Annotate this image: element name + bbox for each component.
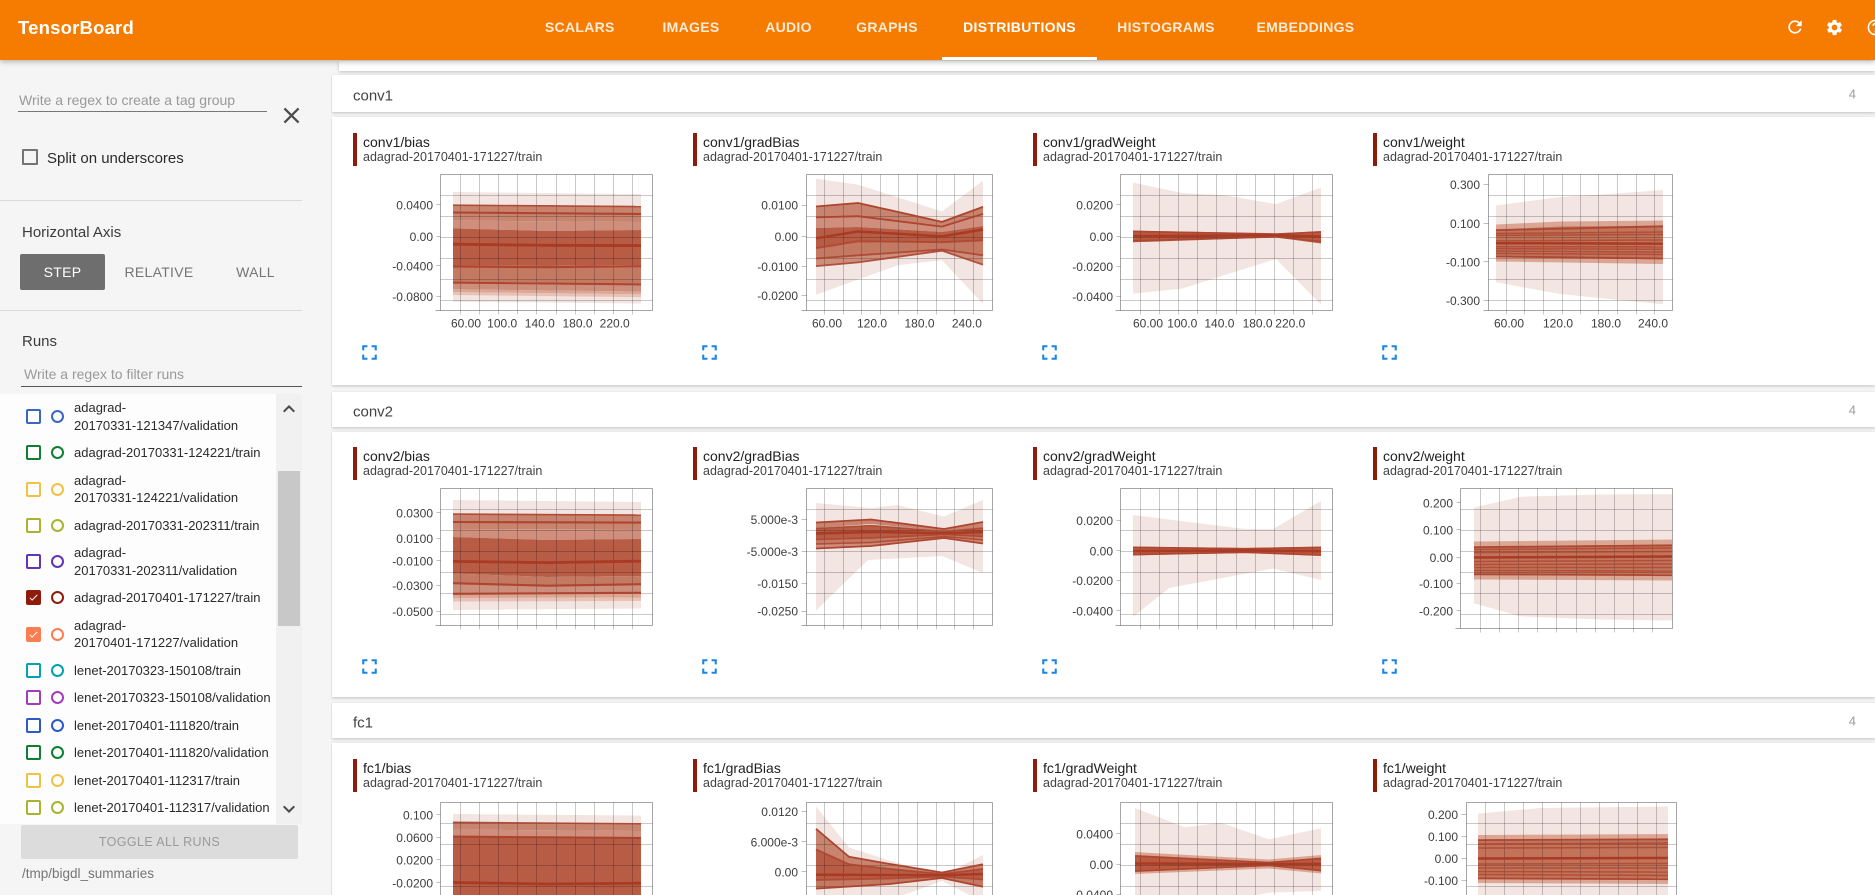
svg-text:180.0: 180.0 xyxy=(904,317,934,331)
svg-text:220.0: 220.0 xyxy=(1275,317,1305,331)
svg-text:-0.100: -0.100 xyxy=(1419,577,1453,591)
svg-text:-0.0800: -0.0800 xyxy=(392,290,433,304)
svg-text:100.0: 100.0 xyxy=(487,317,517,331)
svg-text:180.0: 180.0 xyxy=(1243,317,1273,331)
svg-text:0.00: 0.00 xyxy=(775,230,799,244)
svg-text:220.0: 220.0 xyxy=(600,317,630,331)
svg-text:-0.0100: -0.0100 xyxy=(392,555,433,569)
svg-text:0.0300: 0.0300 xyxy=(396,507,433,521)
svg-text:0.0400: 0.0400 xyxy=(396,199,433,213)
svg-text:120.0: 120.0 xyxy=(857,317,887,331)
svg-text:0.0200: 0.0200 xyxy=(396,853,433,867)
svg-text:-0.0400: -0.0400 xyxy=(1072,888,1113,895)
svg-text:120.0: 120.0 xyxy=(1543,317,1573,331)
svg-text:-0.0400: -0.0400 xyxy=(392,259,433,273)
svg-text:140.0: 140.0 xyxy=(525,317,555,331)
svg-text:0.0600: 0.0600 xyxy=(396,831,433,845)
svg-text:-0.0200: -0.0200 xyxy=(392,877,433,891)
svg-text:0.0400: 0.0400 xyxy=(1076,827,1113,841)
svg-text:100.0: 100.0 xyxy=(1167,317,1197,331)
svg-text:-0.0150: -0.0150 xyxy=(757,577,798,591)
svg-text:0.300: 0.300 xyxy=(1450,178,1480,192)
svg-text:-0.0300: -0.0300 xyxy=(392,579,433,593)
svg-text:0.00: 0.00 xyxy=(775,865,799,879)
svg-text:180.0: 180.0 xyxy=(1591,317,1621,331)
svg-text:60.00: 60.00 xyxy=(812,317,842,331)
svg-text:0.0100: 0.0100 xyxy=(396,532,433,546)
svg-text:60.00: 60.00 xyxy=(451,317,481,331)
svg-text:0.200: 0.200 xyxy=(1423,496,1453,510)
svg-text:-0.300: -0.300 xyxy=(1446,294,1480,308)
svg-text:0.00: 0.00 xyxy=(1435,852,1459,866)
svg-text:-0.0200: -0.0200 xyxy=(1072,260,1113,274)
svg-text:240.0: 240.0 xyxy=(952,317,982,331)
svg-text:0.00: 0.00 xyxy=(1090,858,1114,872)
svg-text:-5.000e-3: -5.000e-3 xyxy=(747,545,799,559)
svg-text:-0.0250: -0.0250 xyxy=(757,605,798,619)
svg-text:0.100: 0.100 xyxy=(1450,217,1480,231)
svg-text:-0.0200: -0.0200 xyxy=(757,289,798,303)
svg-text:140.0: 140.0 xyxy=(1204,317,1234,331)
svg-text:60.00: 60.00 xyxy=(1133,317,1163,331)
svg-text:-0.0500: -0.0500 xyxy=(392,605,433,619)
svg-text:240.0: 240.0 xyxy=(1638,317,1668,331)
svg-text:-0.0100: -0.0100 xyxy=(757,260,798,274)
svg-text:60.00: 60.00 xyxy=(1494,317,1524,331)
svg-text:5.000e-3: 5.000e-3 xyxy=(751,513,799,527)
svg-text:0.0200: 0.0200 xyxy=(1076,199,1113,213)
svg-text:0.00: 0.00 xyxy=(1430,551,1454,565)
svg-text:0.00: 0.00 xyxy=(1090,544,1114,558)
svg-text:0.0200: 0.0200 xyxy=(1076,514,1113,528)
svg-text:180.0: 180.0 xyxy=(562,317,592,331)
svg-text:0.200: 0.200 xyxy=(1428,808,1458,822)
svg-text:-0.100: -0.100 xyxy=(1446,255,1480,269)
svg-text:0.0100: 0.0100 xyxy=(761,199,798,213)
svg-text:-0.0400: -0.0400 xyxy=(1072,290,1113,304)
svg-text:6.000e-3: 6.000e-3 xyxy=(751,835,799,849)
svg-text:-0.100: -0.100 xyxy=(1424,874,1458,888)
svg-text:0.00: 0.00 xyxy=(410,230,434,244)
svg-text:-0.0200: -0.0200 xyxy=(1072,574,1113,588)
svg-text:-0.200: -0.200 xyxy=(1419,605,1453,619)
svg-text:0.00: 0.00 xyxy=(1090,230,1114,244)
svg-text:0.100: 0.100 xyxy=(403,809,433,823)
svg-text:-0.0400: -0.0400 xyxy=(1072,604,1113,618)
svg-text:0.100: 0.100 xyxy=(1423,523,1453,537)
svg-text:0.100: 0.100 xyxy=(1428,830,1458,844)
svg-text:0.0120: 0.0120 xyxy=(761,805,798,819)
